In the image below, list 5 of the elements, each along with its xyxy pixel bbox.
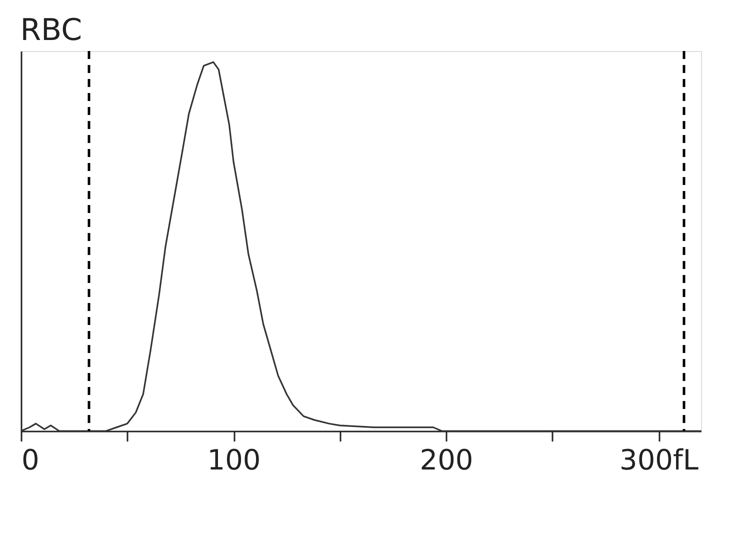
x-tick-label: 300fL [620,444,699,476]
x-tick-label: 0 [22,444,40,476]
x-tick-label: 100 [207,444,261,476]
x-tick-label: 200 [420,444,474,476]
chart-title: RBC [20,12,82,48]
